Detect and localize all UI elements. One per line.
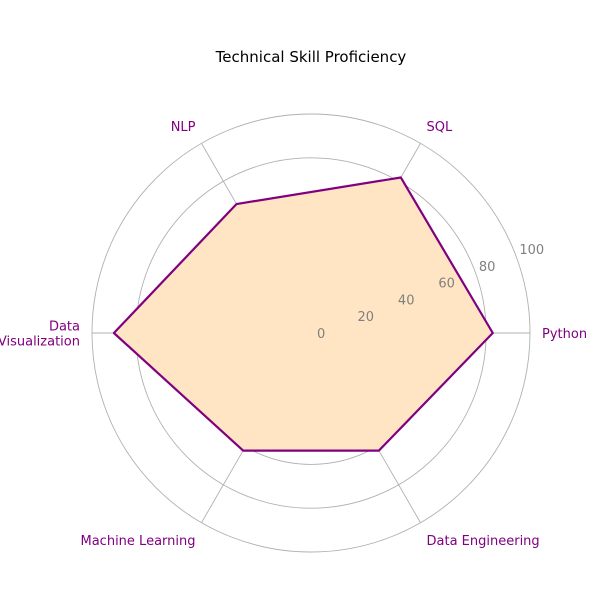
r-tick-label-0: 0 — [317, 327, 325, 342]
r-tick-label-60: 60 — [438, 277, 455, 292]
r-tick-label-80: 80 — [479, 260, 496, 275]
series-area — [112, 176, 494, 452]
category-label-1: SQL — [427, 120, 453, 135]
chart-title: Technical Skill Proficiency — [215, 48, 407, 66]
label-layer: 0 20 40 60 80 100 Python SQL NLP Data Visualizatio… — [0, 120, 587, 549]
r-tick-label-20: 20 — [357, 310, 374, 325]
data-layer — [112, 176, 494, 452]
category-label-0: Python — [542, 327, 587, 342]
category-label-3: Data Visualization — [0, 320, 80, 350]
r-tick-label-100: 100 — [519, 243, 544, 258]
category-label-4: Machine Learning — [81, 534, 196, 549]
category-label-2: NLP — [171, 120, 196, 135]
category-label-5: Data Engineering — [427, 534, 540, 549]
r-tick-label-40: 40 — [398, 293, 415, 308]
